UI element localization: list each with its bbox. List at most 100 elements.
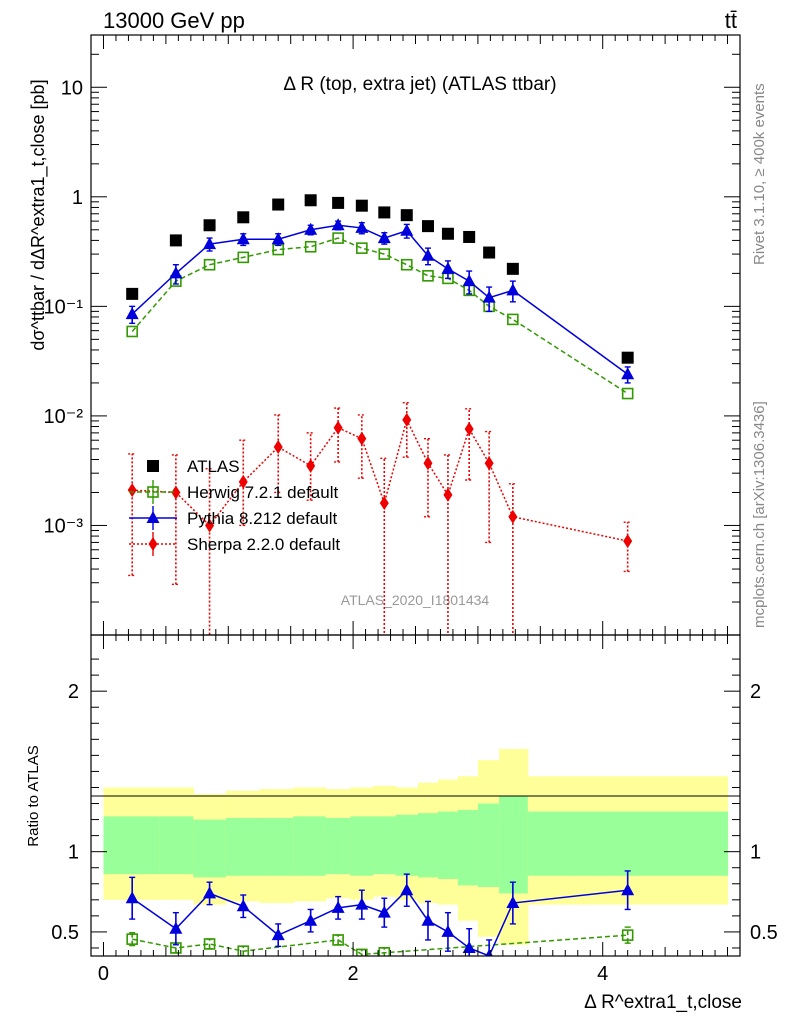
legend-marker bbox=[147, 486, 159, 498]
ratio-data-point bbox=[304, 913, 318, 926]
data-point bbox=[621, 387, 634, 400]
legend-entry: Pythia 8.212 default bbox=[129, 506, 338, 530]
x-axis-label: Δ R^extra1_t,close bbox=[584, 992, 742, 1013]
ratio-data-point bbox=[485, 949, 493, 956]
y-tick-label: 10⁻² bbox=[44, 406, 84, 428]
y-tick-label: 10 bbox=[61, 77, 83, 99]
data-point bbox=[443, 487, 453, 502]
data-point bbox=[421, 220, 434, 233]
data-point bbox=[482, 290, 496, 303]
data-point bbox=[463, 230, 476, 243]
ratio-data-point bbox=[621, 929, 634, 941]
band-green-bin bbox=[325, 817, 352, 875]
ratio-y-tick-label-right: 1 bbox=[750, 842, 761, 864]
legend: ATLAS Herwig 7.2.1 default Pythia 8.212 de… bbox=[129, 457, 340, 556]
y-tick-label: 10⁻³ bbox=[44, 515, 84, 537]
band-green-bin bbox=[499, 795, 529, 894]
band-green-bin bbox=[350, 816, 374, 876]
ratio-data-point bbox=[441, 924, 455, 937]
band-green-bin bbox=[225, 817, 261, 876]
data-point bbox=[273, 440, 283, 455]
data-point bbox=[421, 248, 435, 261]
data-point bbox=[355, 220, 369, 233]
legend-entry: Sherpa 2.2.0 default bbox=[129, 532, 340, 556]
series-2 bbox=[125, 218, 635, 384]
data-point bbox=[126, 325, 138, 338]
data-point bbox=[237, 211, 250, 224]
ratio-data-point bbox=[332, 934, 344, 946]
data-point bbox=[236, 232, 250, 245]
data-point bbox=[237, 251, 250, 264]
header-left: 13000 GeV pp bbox=[103, 8, 245, 33]
data-point bbox=[203, 258, 216, 271]
ratio-data-point bbox=[126, 933, 138, 945]
ratio-y-axis-label: Ratio to ATLAS bbox=[25, 745, 42, 846]
data-point bbox=[441, 227, 454, 240]
data-point bbox=[332, 232, 344, 244]
data-point bbox=[304, 240, 317, 253]
data-point bbox=[484, 456, 494, 471]
band-green-bin bbox=[103, 816, 161, 875]
ratio-data-point bbox=[421, 913, 435, 926]
data-point bbox=[400, 258, 413, 271]
data-point bbox=[623, 534, 633, 549]
band-green-bin bbox=[293, 816, 327, 876]
data-point bbox=[171, 485, 181, 500]
data-point bbox=[333, 420, 343, 435]
ratio-data-point bbox=[237, 945, 250, 956]
ratio-y-tick-label-right: 0.5 bbox=[750, 922, 778, 944]
series-line bbox=[132, 417, 628, 542]
data-point bbox=[304, 194, 317, 207]
ratio-data-point bbox=[203, 886, 217, 899]
axes-layer: 0 2 4 10⁻³ 10⁻² 10⁻¹ 1 10 0.5 0.5 1 1 2 2 bbox=[44, 34, 778, 985]
ratio-series-line bbox=[131, 889, 628, 956]
ratio-data-point bbox=[236, 899, 250, 912]
data-point bbox=[377, 231, 391, 244]
ratio-y-tick-label: 0.5 bbox=[51, 922, 79, 944]
data-point bbox=[169, 266, 183, 279]
ratio-data-point bbox=[203, 938, 216, 950]
ratio-data-point bbox=[271, 928, 285, 941]
data-point bbox=[441, 261, 455, 274]
data-point bbox=[506, 283, 520, 296]
data-point bbox=[506, 262, 519, 275]
series-line bbox=[131, 224, 629, 375]
data-point bbox=[203, 237, 217, 250]
legend-marker bbox=[147, 460, 159, 472]
x-tick-label: 2 bbox=[348, 963, 359, 985]
ratio-data-point bbox=[331, 900, 345, 913]
ratio-data-point bbox=[462, 940, 476, 953]
data-point bbox=[483, 246, 496, 259]
x-tick-label: 0 bbox=[98, 963, 109, 985]
x-tick-label: 4 bbox=[597, 963, 608, 985]
data-point bbox=[400, 223, 414, 236]
ratio-data-point bbox=[356, 948, 368, 956]
data-point bbox=[169, 234, 182, 247]
ratio-data-point bbox=[621, 883, 635, 896]
ratio-data-point bbox=[506, 896, 520, 909]
data-point bbox=[378, 206, 391, 219]
data-point bbox=[238, 474, 248, 489]
legend-marker bbox=[148, 537, 158, 551]
ratio-data-point bbox=[169, 921, 183, 934]
legend-marker bbox=[146, 511, 160, 523]
data-point bbox=[423, 456, 433, 471]
data-point bbox=[462, 274, 476, 287]
legend-entry: ATLAS bbox=[147, 457, 240, 476]
legend-label: Herwig 7.2.1 default bbox=[187, 483, 338, 502]
data-point bbox=[402, 412, 412, 427]
series-line bbox=[131, 237, 629, 395]
data-point bbox=[332, 196, 345, 209]
band-green-bin bbox=[417, 813, 439, 878]
main-series-layer bbox=[125, 194, 635, 635]
ratio-uncertainty-bands bbox=[103, 748, 729, 945]
data-point bbox=[355, 199, 368, 212]
data-point bbox=[508, 509, 518, 524]
data-point bbox=[125, 307, 139, 320]
ratio-series-layer bbox=[125, 870, 635, 956]
band-green-bin bbox=[477, 803, 500, 887]
series-1 bbox=[126, 232, 634, 400]
side-text-mcplots: mcplots.cern.ch [arXiv:1306.3436] bbox=[751, 401, 768, 628]
side-text-rivet: Rivet 3.1.10, ≥ 400k events bbox=[751, 83, 768, 265]
